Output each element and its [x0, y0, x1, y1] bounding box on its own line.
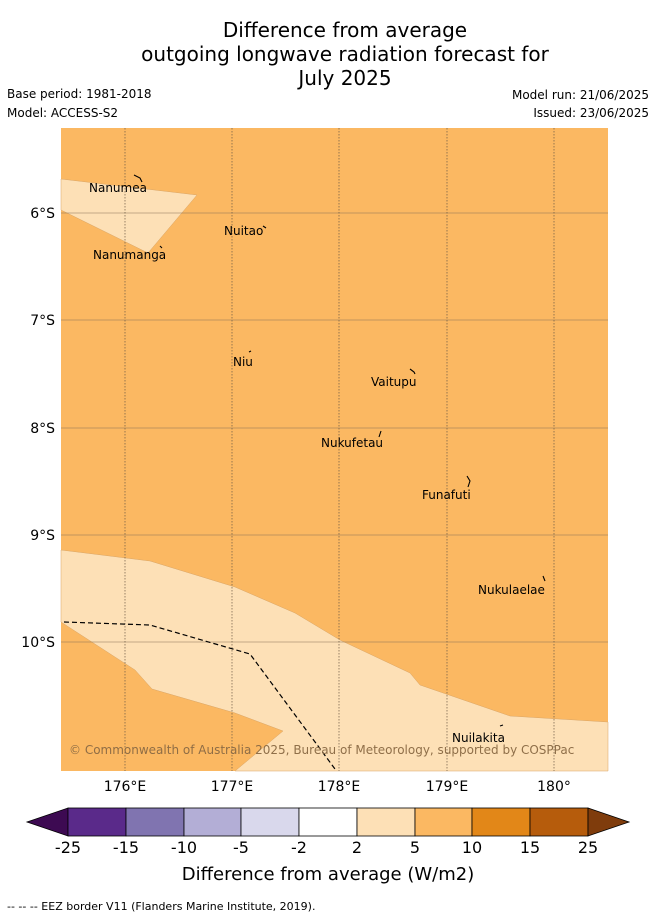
- colorbar-swatch-7: [414, 807, 473, 837]
- island-vaitupu-shape: [409, 368, 416, 375]
- colorbar-tick-15: 15: [520, 838, 540, 857]
- anomaly-region-north: [60, 178, 198, 254]
- colorbar-tick-25: 25: [578, 838, 598, 857]
- place-nuitao: Nuitao: [224, 224, 263, 238]
- colorbar-tick-minus2: -2: [291, 838, 307, 857]
- colorbar: [25, 807, 631, 837]
- place-funafuti: Funafuti: [422, 488, 471, 502]
- island-funafuti-shape: [466, 475, 471, 488]
- colorbar-high-extend: [587, 807, 631, 837]
- lon-label-176e: 176°E: [104, 779, 147, 795]
- colorbar-tick-minus25: -25: [55, 838, 81, 857]
- lon-label-178e: 178°E: [318, 779, 361, 795]
- colorbar-tick-10: 10: [462, 838, 482, 857]
- colorbar-swatch-8: [471, 807, 531, 837]
- model-name: Model: ACCESS-S2: [7, 106, 119, 120]
- colorbar-tick-2: 2: [352, 838, 362, 857]
- place-nuilakita: Nuilakita: [452, 731, 505, 745]
- colorbar-tick-minus5: -5: [233, 838, 249, 857]
- grid: [61, 212, 608, 643]
- issued-date: Issued: 23/06/2025: [533, 106, 649, 120]
- island-nuilakita-shape: [499, 724, 504, 727]
- place-nanumanga: Nanumanga: [93, 248, 166, 262]
- eez-border: [63, 621, 336, 770]
- island-nanumea-shape: [133, 174, 143, 183]
- colorbar-swatch-5: [298, 807, 358, 837]
- place-nanumea: Nanumea: [89, 181, 147, 195]
- lat-label-9s: 9°S: [30, 528, 55, 544]
- place-nukufetau: Nukufetau: [321, 436, 383, 450]
- copyright-notice: © Commonwealth of Australia 2025, Bureau…: [69, 743, 574, 757]
- colorbar-swatch-2: [125, 807, 185, 837]
- island-nanumanga-shape: [159, 245, 163, 249]
- colorbar-swatch-6: [356, 807, 416, 837]
- island-nukulaelae-shape: [542, 575, 546, 582]
- lat-label-10s: 10°S: [21, 635, 55, 651]
- lon-label-179e: 179°E: [426, 779, 469, 795]
- colorbar-swatch-4: [240, 807, 300, 837]
- lon-label-180: 180°: [537, 779, 571, 795]
- colorbar-label: Difference from average (W/m2): [182, 864, 474, 885]
- colorbar-tick-5: 5: [410, 838, 420, 857]
- colorbar-swatch-1: [67, 807, 127, 837]
- colorbar-tick-minus10: -10: [171, 838, 197, 857]
- place-niu: Niu: [233, 355, 253, 369]
- title-line-1: Difference from average: [222, 18, 468, 42]
- islands: [133, 174, 546, 727]
- meridians: [124, 128, 555, 771]
- eez-legend-note: -- -- -- EEZ border V11 (Flanders Marine…: [7, 900, 316, 913]
- island-nukufetau-shape: [378, 430, 382, 438]
- colorbar-swatch-3: [183, 807, 242, 837]
- place-nukulaelae: Nukulaelae: [478, 583, 545, 597]
- title-line-3: July 2025: [298, 66, 392, 90]
- model-run-date: Model run: 21/06/2025: [511, 88, 649, 102]
- base-period: Base period: 1981-2018: [7, 87, 152, 101]
- island-niu-shape: [248, 350, 252, 353]
- lat-label-7s: 7°S: [30, 313, 55, 329]
- colorbar-tick-minus15: -15: [113, 838, 139, 857]
- colorbar-swatch-9: [529, 807, 589, 837]
- lat-label-6s: 6°S: [30, 206, 55, 222]
- title-line-2: outgoing longwave radiation forecast for: [141, 42, 549, 66]
- island-nuitao-shape: [262, 225, 267, 229]
- lat-label-8s: 8°S: [30, 421, 55, 437]
- place-vaitupu: Vaitupu: [371, 375, 417, 389]
- colorbar-low-extend: [25, 807, 69, 837]
- chart-title: Difference from average outgoing longwav…: [0, 18, 655, 90]
- anomaly-region-south: [60, 549, 609, 772]
- lon-label-177e: 177°E: [211, 779, 254, 795]
